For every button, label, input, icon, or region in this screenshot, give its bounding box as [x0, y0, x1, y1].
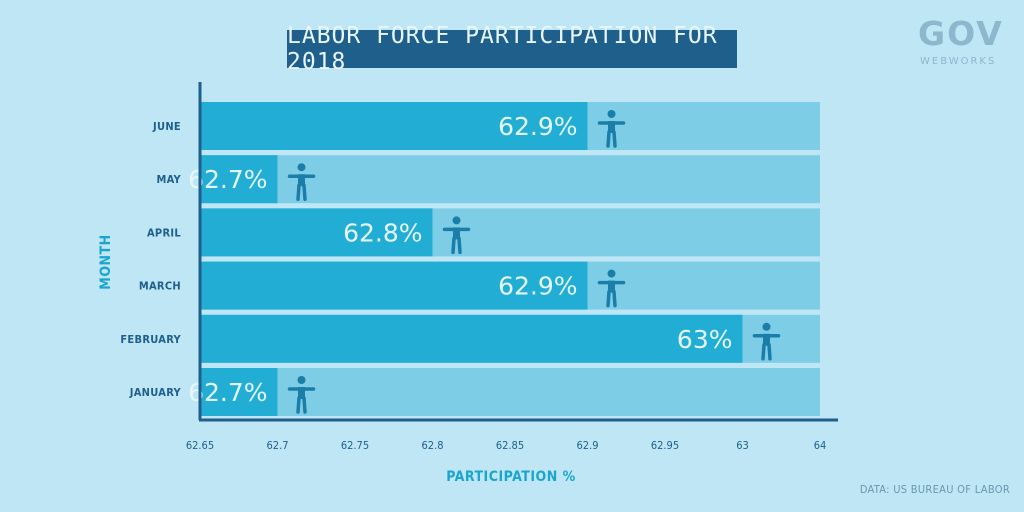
bar-track — [200, 155, 820, 204]
bar-value-label: 63% — [677, 325, 733, 354]
x-tick-label: 62.95 — [651, 439, 679, 452]
category-label: APRIL — [147, 226, 181, 239]
person-icon — [287, 376, 316, 414]
x-tick-label: 62.75 — [341, 439, 369, 452]
x-tick-label: 62.7 — [266, 439, 288, 452]
x-tick-label: 62.8 — [421, 439, 443, 452]
x-tick-label: 63 — [736, 439, 749, 452]
person-icon — [597, 269, 626, 308]
bar — [200, 102, 588, 150]
person-icon — [287, 163, 316, 201]
person-icon — [752, 322, 781, 361]
bar-value-label: 62.9% — [498, 112, 577, 141]
data-source: DATA: US BUREAU OF LABOR — [859, 483, 1010, 496]
govwebworks-logo: GOV WEBWORKS — [912, 14, 1012, 74]
person-icon — [442, 216, 471, 255]
logo-sub-text: WEBWORKS — [920, 56, 997, 67]
category-label: FEBRUARY — [120, 333, 181, 346]
category-label: MARCH — [139, 280, 181, 293]
bar-value-label: 62.9% — [498, 272, 577, 301]
bar-value-label: 62.8% — [343, 218, 422, 247]
bar — [200, 368, 278, 416]
bar — [200, 261, 588, 310]
x-axis-title: PARTICIPATION % — [446, 469, 576, 485]
x-tick-label: 64 — [814, 439, 827, 452]
x-tick-label: 62.65 — [186, 439, 214, 452]
category-label: MAY — [156, 173, 181, 186]
logo-main-text: GOV — [918, 14, 1004, 53]
y-axis-title: MONTH — [98, 234, 114, 289]
bar — [200, 314, 743, 363]
x-tick-label: 62.9 — [576, 439, 598, 452]
bar — [200, 155, 278, 204]
bar-track — [200, 368, 820, 416]
person-icon — [597, 110, 626, 148]
bar — [200, 208, 433, 257]
category-label: JUNE — [152, 120, 181, 133]
category-label: JANUARY — [129, 386, 182, 399]
x-tick-label: 62.85 — [496, 439, 524, 452]
